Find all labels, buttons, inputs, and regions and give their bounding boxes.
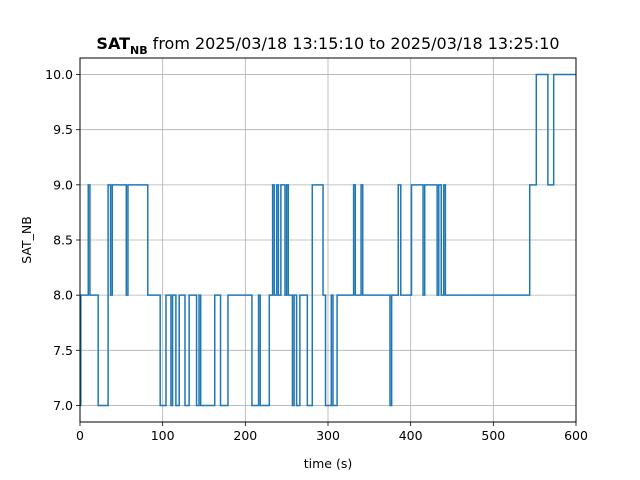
y-tick-label: 7.5	[53, 343, 73, 358]
x-axis-label: time (s)	[304, 456, 352, 471]
y-tick-label: 7.0	[53, 398, 73, 413]
title-main: SAT	[96, 34, 130, 53]
series-line	[80, 73, 576, 407]
x-tick-label: 600	[564, 428, 588, 443]
chart-title: SATNB from 2025/03/18 13:15:10 to 2025/0…	[96, 34, 559, 57]
x-axis-ticks: 0 100 200 300 400 500 600	[76, 422, 588, 443]
y-tick-label: 9.0	[53, 177, 73, 192]
y-axis-ticks: 7.0 7.5 8.0 8.5 9.0 9.5 10.0	[45, 67, 80, 413]
x-tick-label: 300	[316, 428, 340, 443]
y-axis-label: SAT_NB	[19, 216, 34, 264]
title-subscript: NB	[130, 44, 148, 57]
y-tick-label: 9.5	[53, 122, 73, 137]
y-tick-label: 10.0	[45, 67, 73, 82]
title-rest: from 2025/03/18 13:15:10 to 2025/03/18 1…	[148, 34, 560, 53]
x-tick-label: 400	[399, 428, 423, 443]
x-tick-label: 200	[233, 428, 257, 443]
x-tick-label: 500	[481, 428, 505, 443]
grid	[79, 58, 577, 422]
y-tick-label: 8.0	[53, 288, 73, 303]
x-tick-label: 0	[76, 428, 84, 443]
x-tick-label: 100	[151, 428, 175, 443]
y-tick-label: 8.5	[53, 233, 73, 248]
series-layer	[80, 73, 576, 407]
